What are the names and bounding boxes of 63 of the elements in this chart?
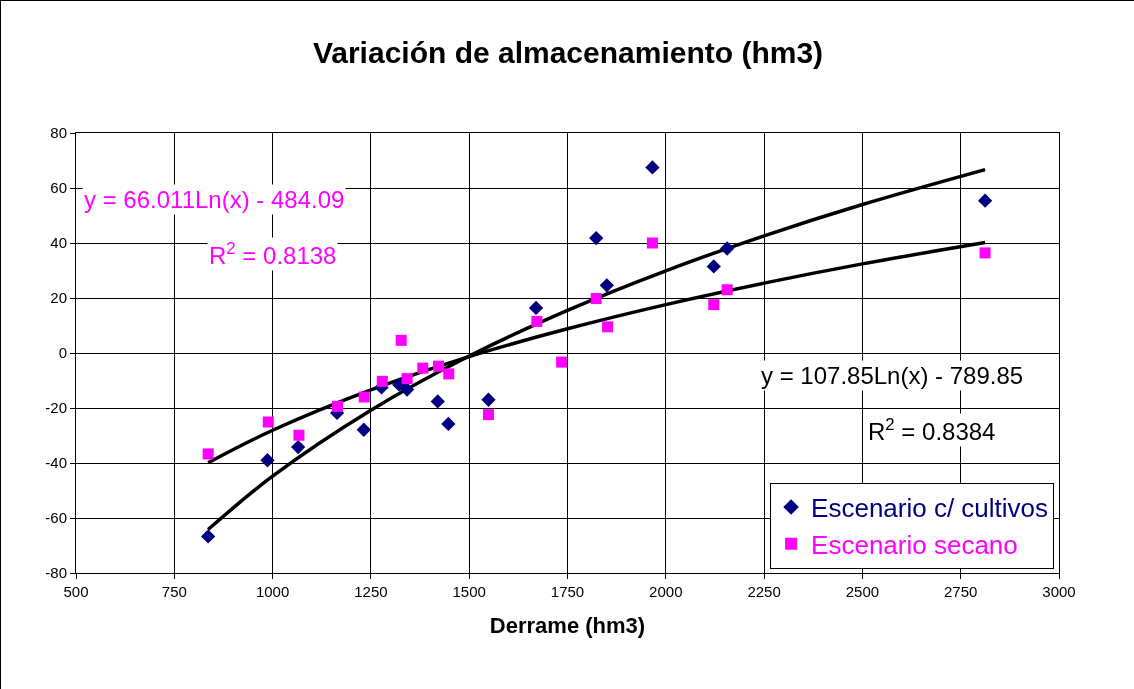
- annotation: R$^{2}$ = 0.8138: [209, 239, 337, 270]
- x-axis-title: Derrame (hm3): [489, 612, 646, 638]
- x-tick-label: 1750: [550, 583, 585, 600]
- annotation: y = 107.85Ln(x) - 789.85: [761, 362, 1024, 389]
- y-tick-label: -80: [45, 564, 67, 582]
- point: [721, 284, 733, 296]
- legend-label: Escenario secano: [811, 529, 1018, 560]
- point: [358, 391, 370, 403]
- x-tick-label: 2000: [649, 583, 683, 600]
- x-tick-label: 2750: [944, 583, 978, 600]
- y-tick-label: 0: [58, 344, 67, 362]
- annotation: R$^{2}$ = 0.8384: [868, 415, 996, 446]
- point: [356, 422, 371, 437]
- y-tick-label: 40: [50, 234, 67, 252]
- point: [399, 382, 415, 397]
- x-tick-label: 2250: [747, 583, 781, 600]
- point: [433, 360, 445, 372]
- y-tick-label: 80: [50, 124, 67, 142]
- y-tick-label: -40: [45, 454, 67, 472]
- legend-label: Escenario c/ cultivos: [811, 493, 1049, 524]
- point: [979, 247, 991, 259]
- point: [291, 439, 306, 455]
- point: [706, 259, 721, 274]
- x-tick-label: 2500: [845, 583, 880, 600]
- point: [646, 237, 658, 249]
- point: [528, 300, 544, 316]
- point: [200, 529, 216, 544]
- point: [531, 315, 543, 327]
- point: [556, 356, 568, 368]
- point: [481, 392, 496, 407]
- point: [331, 400, 343, 412]
- y-tick-label: 20: [50, 289, 67, 307]
- point: [430, 394, 445, 409]
- point: [260, 453, 275, 468]
- x-tick-label: 3000: [1042, 583, 1076, 600]
- x-tick-label: 1000: [255, 583, 290, 600]
- chart-title: Variación de almacenamiento (hm3): [312, 36, 824, 70]
- x-tick-label: 1250: [354, 583, 388, 600]
- point: [599, 278, 614, 293]
- point: [376, 375, 388, 387]
- point: [417, 362, 429, 374]
- point: [202, 448, 214, 460]
- y-tick-label: -60: [45, 509, 67, 527]
- y-tick-label: -20: [45, 399, 67, 417]
- point: [589, 230, 604, 246]
- point: [482, 409, 494, 421]
- x-tick-label: 1500: [452, 583, 486, 600]
- point: [590, 293, 602, 305]
- point: [401, 373, 413, 385]
- point: [977, 193, 993, 208]
- point: [719, 241, 735, 256]
- point: [443, 368, 455, 380]
- annotation: y = 66.011Ln(x) - 484.09: [84, 186, 345, 213]
- point: [395, 334, 407, 346]
- x-tick-label: 500: [63, 583, 89, 600]
- point: [602, 321, 614, 333]
- point: [293, 429, 305, 441]
- point: [262, 416, 274, 428]
- point: [708, 299, 720, 311]
- point: [645, 160, 660, 175]
- x-tick-label: 750: [161, 583, 187, 600]
- point: [441, 416, 456, 432]
- y-tick-label: 60: [50, 179, 67, 197]
